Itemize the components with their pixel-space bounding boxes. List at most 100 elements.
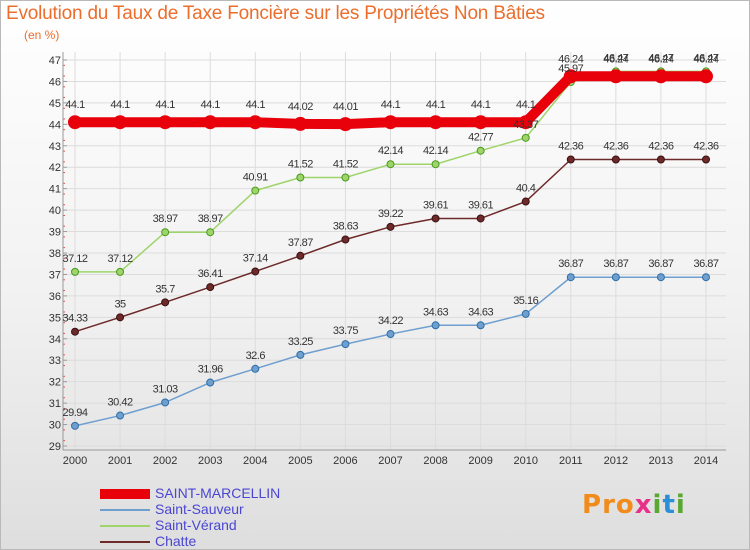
data-point <box>518 115 533 130</box>
y-tick-label: 42 <box>49 162 61 174</box>
x-tick-label: 2011 <box>559 455 583 467</box>
data-label: 41.52 <box>288 159 313 171</box>
data-label: 45.97 <box>558 63 583 75</box>
y-tick-label: 44 <box>49 119 61 131</box>
data-point <box>161 398 170 407</box>
proxiti-logo: Proxiti <box>582 490 686 520</box>
data-point <box>699 69 713 84</box>
data-label: 36.87 <box>693 258 718 270</box>
data-label: 42.36 <box>693 141 718 153</box>
x-tick-label: 2013 <box>649 455 673 467</box>
data-label: 37.87 <box>288 237 313 249</box>
data-point <box>702 273 710 282</box>
y-tick-label: 43 <box>49 141 61 153</box>
y-tick-label: 33 <box>49 355 61 367</box>
data-point <box>611 155 620 164</box>
data-point <box>251 364 260 373</box>
data-label: 36.87 <box>603 258 628 270</box>
legend-label: Chatte <box>155 533 197 549</box>
data-label: 37.12 <box>108 253 133 265</box>
data-point <box>206 283 215 292</box>
data-label: 37.12 <box>62 253 87 265</box>
legend-label: Saint-Sauveur <box>155 501 244 517</box>
x-tick-label: 2010 <box>513 455 537 467</box>
data-point <box>563 69 578 84</box>
data-label: 35.16 <box>513 295 538 307</box>
data-label: 34.22 <box>378 315 403 327</box>
data-label: 46.24 <box>603 53 628 65</box>
x-tick-label: 2005 <box>288 455 312 467</box>
data-point <box>428 115 443 130</box>
data-label: 31.03 <box>153 383 178 395</box>
data-point <box>476 214 485 223</box>
data-point <box>383 115 398 130</box>
data-point <box>116 267 125 276</box>
data-point <box>521 197 530 206</box>
data-point <box>293 116 308 131</box>
data-point <box>338 117 353 132</box>
data-label: 38.63 <box>333 220 358 232</box>
data-label: 44.1 <box>516 99 536 111</box>
data-label: 36.41 <box>198 268 223 280</box>
data-point <box>296 251 305 260</box>
y-tick-label: 46 <box>49 76 61 88</box>
data-point <box>161 228 170 237</box>
logo-letter: i <box>652 490 663 520</box>
data-label: 44.02 <box>288 101 313 113</box>
logo-letter: r <box>602 490 616 520</box>
data-label: 41.52 <box>333 159 358 171</box>
legend-label: Saint-Vérand <box>155 517 237 533</box>
data-label: 34.63 <box>423 306 448 318</box>
data-point <box>608 69 623 84</box>
data-label: 46.47 <box>603 52 628 64</box>
data-label: 42.36 <box>603 141 628 153</box>
data-point <box>656 155 665 164</box>
data-point <box>566 273 575 282</box>
logo-letter: P <box>582 490 603 520</box>
x-tick-label: 2002 <box>153 455 177 467</box>
x-tick-label: 2008 <box>423 455 447 467</box>
y-tick-label: 38 <box>49 248 61 260</box>
x-tick-label: 2012 <box>604 455 628 467</box>
legend-label: SAINT-MARCELLIN <box>155 485 281 501</box>
data-label: 34.33 <box>62 313 87 325</box>
data-point <box>251 267 260 276</box>
data-label: 38.97 <box>198 213 223 225</box>
data-point <box>296 350 305 359</box>
data-label: 46.47 <box>648 52 673 64</box>
x-tick-label: 2009 <box>468 455 492 467</box>
data-label: 43.37 <box>513 119 538 131</box>
data-label: 39.61 <box>423 199 448 211</box>
data-point <box>251 186 260 195</box>
data-label: 46.24 <box>693 53 718 65</box>
data-point <box>521 133 530 142</box>
x-tick-label: 2004 <box>243 455 267 467</box>
data-label: 46.24 <box>558 53 583 65</box>
x-tick-label: 2006 <box>333 455 357 467</box>
data-point <box>71 421 79 430</box>
data-label: 42.36 <box>648 141 673 153</box>
data-label: 46.47 <box>693 52 718 64</box>
data-label: 40.91 <box>243 172 268 184</box>
data-point <box>341 340 350 349</box>
y-tick-label: 35 <box>49 312 61 324</box>
data-label: 37.14 <box>243 252 268 264</box>
y-tick-label: 45 <box>49 98 61 110</box>
data-point <box>116 313 125 322</box>
data-point <box>248 115 263 130</box>
y-tick-label: 30 <box>49 420 61 432</box>
legend-swatch <box>100 489 150 499</box>
data-point <box>521 309 530 318</box>
data-label: 35 <box>114 298 126 310</box>
y-tick-label: 47 <box>49 55 61 67</box>
x-tick-label: 2000 <box>63 455 87 467</box>
data-point <box>431 214 440 223</box>
logo-letter: t <box>662 490 676 520</box>
data-label: 30.42 <box>108 397 133 409</box>
data-label: 39.22 <box>378 208 403 220</box>
data-point <box>161 298 170 307</box>
y-tick-label: 34 <box>49 334 61 346</box>
y-tick-label: 29 <box>49 441 61 453</box>
data-label: 44.01 <box>333 101 358 113</box>
